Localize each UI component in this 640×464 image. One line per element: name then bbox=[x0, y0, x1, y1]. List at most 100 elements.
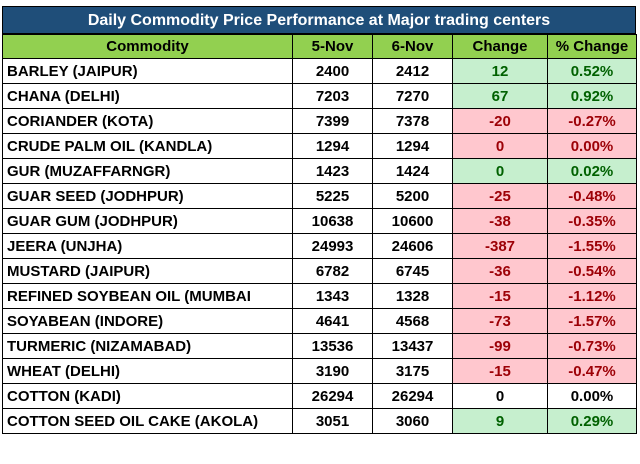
commodity-cell: SOYABEAN (INDORE) bbox=[2, 308, 293, 334]
price-5-nov-cell: 10638 bbox=[292, 208, 373, 234]
pct-change-cell: 0.00% bbox=[547, 133, 637, 159]
table-row: CORIANDER (KOTA) 7399 7378 -20 -0.27% bbox=[2, 108, 637, 134]
table-row: GUAR GUM (JODHPUR) 10638 10600 -38 -0.35% bbox=[2, 208, 637, 234]
header-row: Commodity 5-Nov 6-Nov Change % Change bbox=[2, 34, 637, 59]
pct-change-cell: 0.92% bbox=[547, 83, 637, 109]
table-row: CHANA (DELHI) 7203 7270 67 0.92% bbox=[2, 83, 637, 109]
pct-change-cell: 0.00% bbox=[547, 383, 637, 409]
change-cell: -25 bbox=[452, 183, 548, 209]
commodity-cell: TURMERIC (NIZAMABAD) bbox=[2, 333, 293, 359]
price-5-nov-cell: 13536 bbox=[292, 333, 373, 359]
header-pct-change: % Change bbox=[547, 34, 637, 59]
change-cell: -15 bbox=[452, 283, 548, 309]
price-5-nov-cell: 26294 bbox=[292, 383, 373, 409]
pct-change-cell: -1.57% bbox=[547, 308, 637, 334]
price-5-nov-cell: 1343 bbox=[292, 283, 373, 309]
commodity-cell: MUSTARD (JAIPUR) bbox=[2, 258, 293, 284]
commodity-price-sheet: Daily Commodity Price Performance at Maj… bbox=[2, 6, 637, 434]
price-5-nov-cell: 24993 bbox=[292, 233, 373, 259]
header-6-nov: 6-Nov bbox=[372, 34, 453, 59]
table-row: CRUDE PALM OIL (KANDLA) 1294 1294 0 0.00% bbox=[2, 133, 637, 159]
pct-change-cell: -1.12% bbox=[547, 283, 637, 309]
change-cell: -387 bbox=[452, 233, 548, 259]
commodity-cell: JEERA (UNJHA) bbox=[2, 233, 293, 259]
change-cell: 0 bbox=[452, 158, 548, 184]
table-row: GUR (MUZAFFARNGR) 1423 1424 0 0.02% bbox=[2, 158, 637, 184]
price-5-nov-cell: 3190 bbox=[292, 358, 373, 384]
pct-change-cell: 0.29% bbox=[547, 408, 637, 434]
table-row: BARLEY (JAIPUR) 2400 2412 12 0.52% bbox=[2, 58, 637, 84]
table-row: WHEAT (DELHI) 3190 3175 -15 -0.47% bbox=[2, 358, 637, 384]
price-6-nov-cell: 6745 bbox=[372, 258, 453, 284]
change-cell: 9 bbox=[452, 408, 548, 434]
price-6-nov-cell: 1328 bbox=[372, 283, 453, 309]
commodity-cell: GUR (MUZAFFARNGR) bbox=[2, 158, 293, 184]
price-6-nov-cell: 7378 bbox=[372, 108, 453, 134]
commodity-cell: GUAR GUM (JODHPUR) bbox=[2, 208, 293, 234]
price-6-nov-cell: 26294 bbox=[372, 383, 453, 409]
price-5-nov-cell: 1294 bbox=[292, 133, 373, 159]
change-cell: -15 bbox=[452, 358, 548, 384]
change-cell: -38 bbox=[452, 208, 548, 234]
price-5-nov-cell: 3051 bbox=[292, 408, 373, 434]
price-6-nov-cell: 3175 bbox=[372, 358, 453, 384]
commodity-cell: BARLEY (JAIPUR) bbox=[2, 58, 293, 84]
commodity-cell: GUAR SEED (JODHPUR) bbox=[2, 183, 293, 209]
price-6-nov-cell: 1294 bbox=[372, 133, 453, 159]
commodity-cell: CORIANDER (KOTA) bbox=[2, 108, 293, 134]
price-5-nov-cell: 1423 bbox=[292, 158, 373, 184]
price-5-nov-cell: 6782 bbox=[292, 258, 373, 284]
pct-change-cell: 0.02% bbox=[547, 158, 637, 184]
table-row: JEERA (UNJHA) 24993 24606 -387 -1.55% bbox=[2, 233, 637, 259]
table-row: COTTON (KADI) 26294 26294 0 0.00% bbox=[2, 383, 637, 409]
price-5-nov-cell: 5225 bbox=[292, 183, 373, 209]
pct-change-cell: -0.48% bbox=[547, 183, 637, 209]
pct-change-cell: -0.54% bbox=[547, 258, 637, 284]
price-6-nov-cell: 2412 bbox=[372, 58, 453, 84]
commodity-table: Commodity 5-Nov 6-Nov Change % Change BA… bbox=[2, 34, 637, 434]
price-6-nov-cell: 1424 bbox=[372, 158, 453, 184]
pct-change-cell: 0.52% bbox=[547, 58, 637, 84]
change-cell: 12 bbox=[452, 58, 548, 84]
table-body: BARLEY (JAIPUR) 2400 2412 12 0.52% CHANA (DEL… bbox=[2, 58, 637, 434]
change-cell: -99 bbox=[452, 333, 548, 359]
header-commodity: Commodity bbox=[2, 34, 293, 59]
commodity-cell: CHANA (DELHI) bbox=[2, 83, 293, 109]
price-5-nov-cell: 7203 bbox=[292, 83, 373, 109]
price-5-nov-cell: 2400 bbox=[292, 58, 373, 84]
pct-change-cell: -0.73% bbox=[547, 333, 637, 359]
header-change: Change bbox=[452, 34, 548, 59]
price-6-nov-cell: 3060 bbox=[372, 408, 453, 434]
commodity-cell: COTTON SEED OIL CAKE (AKOLA) bbox=[2, 408, 293, 434]
change-cell: -36 bbox=[452, 258, 548, 284]
change-cell: 0 bbox=[452, 133, 548, 159]
price-6-nov-cell: 24606 bbox=[372, 233, 453, 259]
change-cell: 0 bbox=[452, 383, 548, 409]
price-5-nov-cell: 4641 bbox=[292, 308, 373, 334]
table-row: MUSTARD (JAIPUR) 6782 6745 -36 -0.54% bbox=[2, 258, 637, 284]
commodity-cell: WHEAT (DELHI) bbox=[2, 358, 293, 384]
pct-change-cell: -0.35% bbox=[547, 208, 637, 234]
table-row: COTTON SEED OIL CAKE (AKOLA) 3051 3060 9 0.2… bbox=[2, 408, 637, 434]
pct-change-cell: -0.27% bbox=[547, 108, 637, 134]
price-6-nov-cell: 4568 bbox=[372, 308, 453, 334]
price-6-nov-cell: 5200 bbox=[372, 183, 453, 209]
header-5-nov: 5-Nov bbox=[292, 34, 373, 59]
change-cell: -73 bbox=[452, 308, 548, 334]
commodity-cell: COTTON (KADI) bbox=[2, 383, 293, 409]
table-title: Daily Commodity Price Performance at Maj… bbox=[2, 6, 636, 34]
price-6-nov-cell: 10600 bbox=[372, 208, 453, 234]
price-6-nov-cell: 13437 bbox=[372, 333, 453, 359]
table-row: SOYABEAN (INDORE) 4641 4568 -73 -1.57% bbox=[2, 308, 637, 334]
change-cell: 67 bbox=[452, 83, 548, 109]
table-row: REFINED SOYBEAN OIL (MUMBAI 1343 1328 -15 -1… bbox=[2, 283, 637, 309]
commodity-cell: CRUDE PALM OIL (KANDLA) bbox=[2, 133, 293, 159]
change-cell: -20 bbox=[452, 108, 548, 134]
pct-change-cell: -1.55% bbox=[547, 233, 637, 259]
price-5-nov-cell: 7399 bbox=[292, 108, 373, 134]
table-row: TURMERIC (NIZAMABAD) 13536 13437 -99 -0.73% bbox=[2, 333, 637, 359]
price-6-nov-cell: 7270 bbox=[372, 83, 453, 109]
pct-change-cell: -0.47% bbox=[547, 358, 637, 384]
commodity-cell: REFINED SOYBEAN OIL (MUMBAI bbox=[2, 283, 293, 309]
table-row: GUAR SEED (JODHPUR) 5225 5200 -25 -0.48% bbox=[2, 183, 637, 209]
